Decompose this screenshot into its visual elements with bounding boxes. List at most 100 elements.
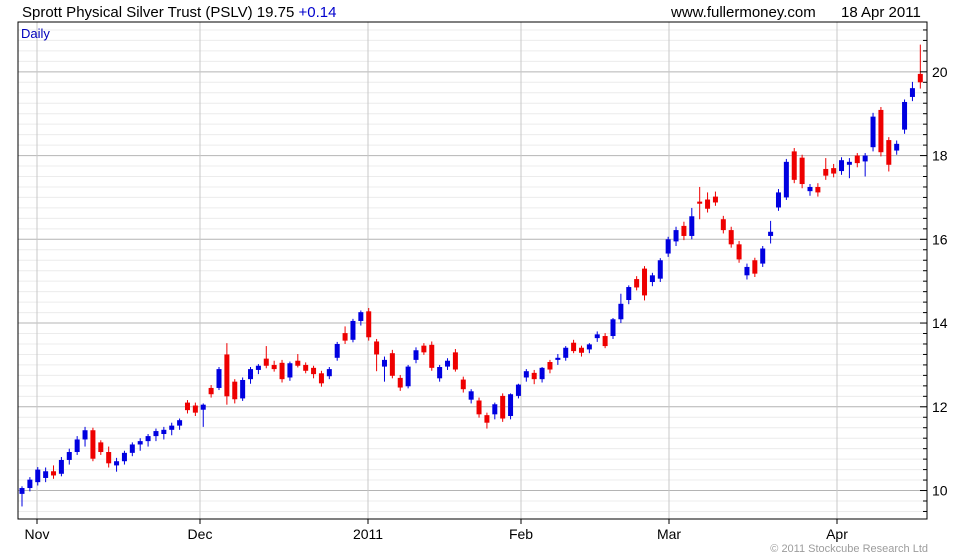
candle: [602, 333, 608, 349]
y-axis-label: 12: [932, 399, 948, 415]
minor-gridlines: [18, 29, 927, 512]
candle: [492, 402, 498, 420]
candle: [555, 354, 561, 365]
candle: [744, 263, 750, 280]
candle: [121, 450, 127, 465]
candle: [846, 158, 852, 179]
candle: [366, 307, 372, 341]
candle: [137, 438, 143, 451]
candle: [248, 367, 254, 384]
candle: [240, 377, 246, 401]
x-axis-label: Apr: [826, 526, 848, 542]
candle: [642, 266, 648, 301]
candle: [82, 426, 88, 447]
candle: [515, 383, 521, 399]
x-axis-labels: Nov Dec 2011 Feb Mar Apr: [25, 526, 849, 542]
candle: [531, 369, 537, 385]
candle: [445, 358, 451, 370]
candle: [295, 354, 301, 368]
candle: [437, 364, 443, 382]
candle: [902, 99, 908, 134]
candle: [594, 331, 600, 342]
candle: [626, 285, 632, 305]
candle: [854, 153, 860, 168]
candle: [681, 221, 687, 241]
candle: [839, 157, 845, 175]
candle: [19, 486, 25, 507]
candle: [768, 220, 774, 244]
candle: [752, 257, 758, 277]
candle: [381, 356, 387, 382]
candle: [200, 403, 206, 427]
last-price: 19.75: [256, 4, 295, 21]
candle: [421, 343, 427, 355]
candle: [35, 467, 41, 486]
candle: [775, 189, 781, 211]
candle: [657, 258, 663, 283]
candle: [815, 183, 821, 197]
candle: [665, 236, 671, 257]
candle: [334, 341, 340, 361]
x-axis-ticks: [36, 519, 838, 524]
candle: [177, 418, 183, 430]
candle: [208, 385, 214, 398]
candle: [791, 148, 797, 184]
candle: [106, 446, 112, 468]
candle: [712, 191, 718, 206]
candle: [326, 367, 332, 380]
candle: [389, 349, 395, 379]
candle: [413, 347, 419, 364]
candle: [586, 343, 592, 354]
candle: [760, 246, 766, 267]
candle: [397, 374, 403, 391]
candle: [831, 163, 837, 178]
y-axis-label: 10: [932, 483, 948, 499]
candlestick-series: [19, 44, 923, 507]
candle: [736, 240, 742, 263]
candle: [98, 440, 104, 455]
candle: [51, 465, 57, 479]
candle: [500, 393, 506, 422]
y-axis-labels: 10 12 14 16 18 20: [932, 64, 948, 499]
candle: [539, 367, 545, 383]
chart-header: Sprott Physical Silver Trust (PSLV) 19.7…: [22, 4, 336, 21]
candle: [523, 369, 529, 382]
candle: [909, 81, 915, 102]
candle: [358, 310, 364, 326]
candle: [303, 362, 309, 374]
frequency-label: Daily: [21, 26, 50, 41]
candle: [634, 276, 640, 291]
candle: [649, 272, 655, 287]
y-axis-label: 14: [932, 315, 948, 331]
candle: [807, 184, 813, 196]
candle: [263, 346, 269, 369]
candle: [578, 345, 584, 357]
candle: [783, 158, 789, 200]
candle: [224, 343, 230, 405]
candle: [169, 422, 175, 436]
candle: [563, 346, 569, 361]
candle: [114, 457, 120, 472]
candle: [66, 448, 72, 465]
major-gridlines: [18, 71, 927, 492]
candle: [374, 338, 380, 372]
x-axis-label: Mar: [657, 526, 681, 542]
candle: [917, 44, 923, 89]
candle: [878, 106, 884, 157]
candle: [271, 360, 277, 372]
x-axis-label: Nov: [25, 526, 50, 542]
candle: [255, 364, 261, 375]
copyright: © 2011 Stockcube Research Ltd: [770, 543, 928, 555]
candle: [689, 207, 695, 240]
candle: [720, 215, 726, 234]
candle: [43, 467, 49, 483]
candle: [547, 359, 553, 374]
candle: [429, 341, 435, 371]
candle: [279, 359, 285, 383]
candle: [476, 397, 482, 418]
candle: [862, 153, 868, 177]
candle: [192, 402, 198, 416]
candle: [232, 379, 238, 404]
